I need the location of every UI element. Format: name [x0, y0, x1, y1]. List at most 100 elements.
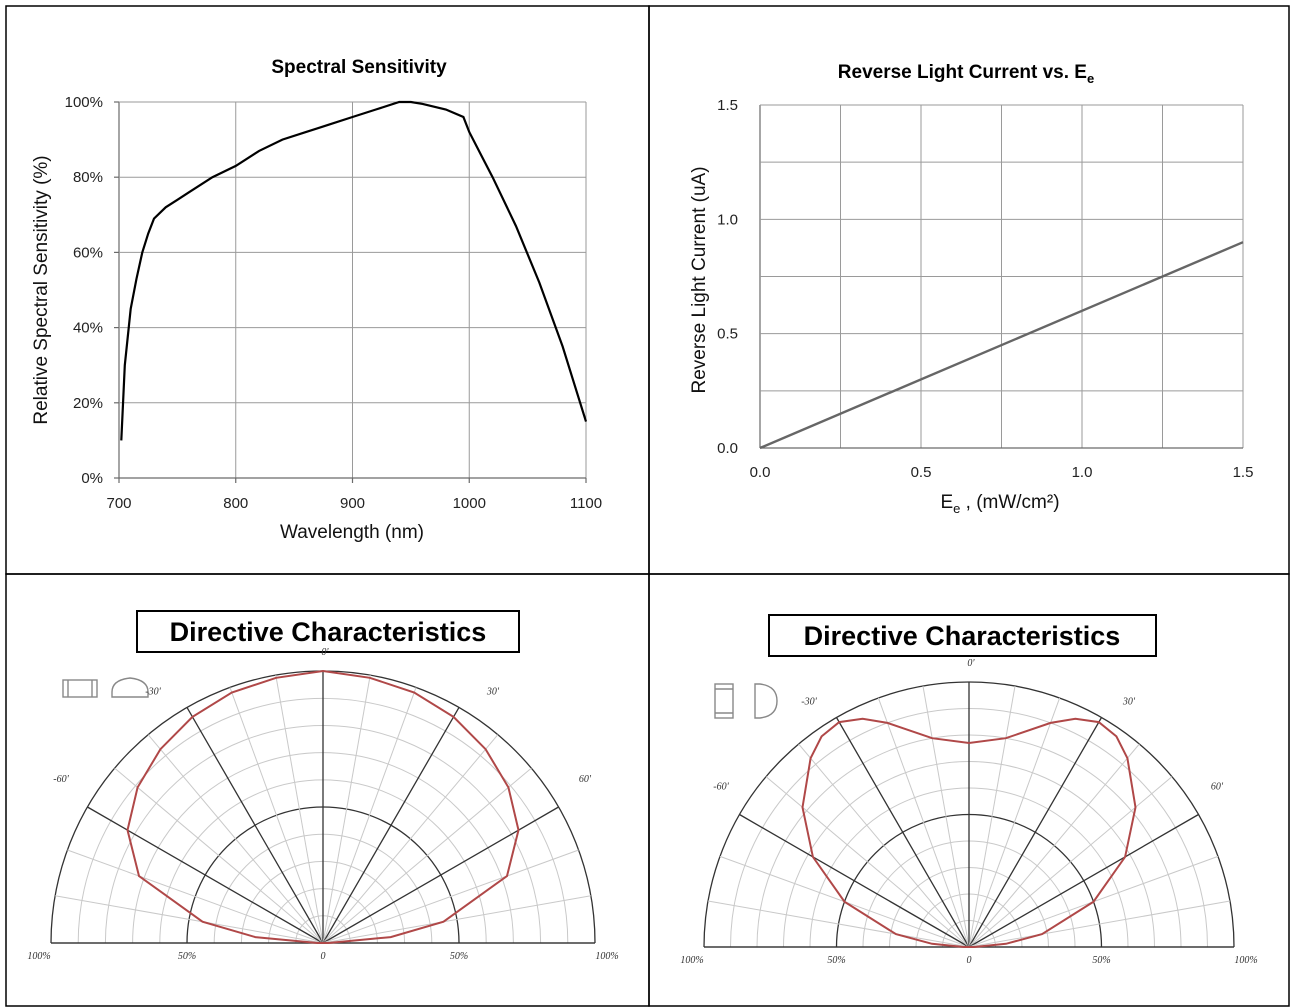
- x-tick-label: 0.5: [911, 464, 932, 481]
- y-tick-label: 80%: [73, 169, 103, 186]
- polar-radial: [229, 687, 324, 944]
- xlabel-main: E: [940, 492, 953, 513]
- y-tick-label: 40%: [73, 320, 103, 337]
- title-box: [768, 614, 1157, 657]
- polar-radial: [835, 717, 970, 948]
- y-tick-label: 1.5: [717, 97, 738, 114]
- radiation-pattern: [801, 717, 1137, 948]
- xlabel-subscript: e: [953, 501, 960, 516]
- tick-labels: 700 800 900 1000 1100 0% 20% 40% 60% 80% 100%: [65, 94, 603, 512]
- package-front-icon: [714, 683, 734, 719]
- angle-label: -30': [145, 686, 161, 697]
- x-axis-label: Wavelength (nm): [280, 522, 424, 543]
- radius-label: 100%: [27, 951, 50, 962]
- radius-label: 100%: [595, 951, 618, 962]
- polar-radial: [322, 895, 591, 944]
- title-subscript: e: [1087, 71, 1094, 86]
- radius-label: 50%: [450, 951, 468, 962]
- polar-radial: [147, 734, 324, 944]
- y-tick-label: 1.0: [717, 211, 738, 228]
- series-line: [120, 100, 588, 441]
- polar-radial: [55, 895, 324, 944]
- polar-radial: [765, 776, 970, 948]
- x-tick-label: 1.5: [1233, 464, 1254, 481]
- polar-radial: [877, 697, 970, 948]
- chart-title: Spectral Sensitivity: [271, 57, 447, 78]
- package-side-icon: [62, 679, 98, 698]
- radius-label: 0: [321, 951, 326, 962]
- angle-label: 0': [967, 658, 975, 669]
- y-tick-label: 0.5: [717, 326, 738, 343]
- angle-label: 60': [1211, 782, 1224, 793]
- grid: [759, 104, 1244, 449]
- title-main: Reverse Light Current vs. E: [838, 62, 1087, 83]
- polar-radial: [322, 707, 460, 944]
- cell-borders: [5, 5, 1290, 1007]
- polar-radial: [114, 767, 324, 944]
- radius-label: 100%: [680, 955, 703, 966]
- polar-radial: [968, 743, 1140, 948]
- led-package-icon: [62, 677, 149, 698]
- polar-radial: [186, 707, 324, 944]
- tick-labels: 0.0 0.5 1.0 1.5 0.0 0.5 1.0 1.5: [717, 97, 1253, 481]
- angle-label: 30': [1122, 696, 1136, 707]
- radiation-pattern: [126, 669, 520, 944]
- x-tick-label: 1000: [453, 495, 486, 512]
- x-axis-label: Ee , (mW/cm²): [940, 492, 1059, 516]
- angle-label: 0': [321, 647, 329, 658]
- spectral-sensitivity-chart: Spectral Sensitivity 700 800 900 1000 1100 0%…: [31, 57, 602, 543]
- polar-labels: 0' 30' -30' 60' -60' 100% 50% 0 50% 100%: [680, 658, 1257, 966]
- angle-label: -60': [53, 774, 69, 785]
- radius-label: 50%: [178, 951, 196, 962]
- cell-top-left: [5, 5, 650, 575]
- polar-radial: [275, 675, 324, 944]
- radius-label: 50%: [1092, 955, 1110, 966]
- radius-label: 0: [967, 955, 972, 966]
- polar-radial: [968, 717, 1103, 948]
- led-package-icon: [714, 683, 778, 719]
- polar-radial: [322, 687, 417, 944]
- y-tick-label: 60%: [73, 244, 103, 261]
- xlabel-rest: , (mW/cm²): [960, 492, 1059, 513]
- x-tick-label: 900: [340, 495, 365, 512]
- y-tick-label: 0%: [81, 470, 103, 487]
- polar-radial: [322, 734, 499, 944]
- polar-radial: [322, 767, 532, 944]
- polar-radial: [922, 685, 970, 948]
- angle-label: 30': [486, 686, 500, 697]
- x-tick-label: 1.0: [1072, 464, 1093, 481]
- y-tick-label: 0.0: [717, 440, 738, 457]
- polar-radial: [798, 743, 970, 948]
- chart-title: Directive Characteristics: [804, 621, 1121, 651]
- x-tick-label: 800: [223, 495, 248, 512]
- polar-radial: [322, 675, 371, 944]
- angle-label: 60': [579, 774, 592, 785]
- polar-radial: [968, 813, 1199, 948]
- x-tick-label: 1100: [570, 495, 602, 512]
- polar-radial: [322, 849, 579, 944]
- cell-top-right: [648, 5, 1290, 575]
- y-tick-label: 20%: [73, 395, 103, 412]
- cell-bottom-right: [648, 573, 1290, 1007]
- angle-label: -60': [713, 782, 729, 793]
- directive-characteristics-right: Directive Characteristics 0' 30' -30' 60' -6…: [680, 614, 1258, 966]
- chart-title: Reverse Light Current vs. Ee: [838, 62, 1094, 86]
- polar-grid: [703, 681, 1235, 948]
- title-box: [136, 610, 520, 653]
- polar-radial: [67, 849, 324, 944]
- polar-radial: [968, 776, 1173, 948]
- x-tick-label: 0.0: [750, 464, 771, 481]
- y-tick-label: 100%: [65, 94, 103, 111]
- x-tick-label: 700: [106, 495, 131, 512]
- polar-labels: 0' 30' -30' 60' -60' 100% 50% 0 50% 100%: [27, 647, 618, 962]
- polar-radial: [968, 900, 1231, 948]
- side-lens-icon: [754, 683, 778, 719]
- radius-label: 50%: [827, 955, 845, 966]
- angle-label: -30': [801, 696, 817, 707]
- polar-radial: [707, 900, 970, 948]
- polar-radial: [968, 697, 1061, 948]
- directive-characteristics-left: Directive Characteristics 0' 30' -30' 60' -6…: [27, 610, 619, 962]
- grid: [114, 101, 587, 483]
